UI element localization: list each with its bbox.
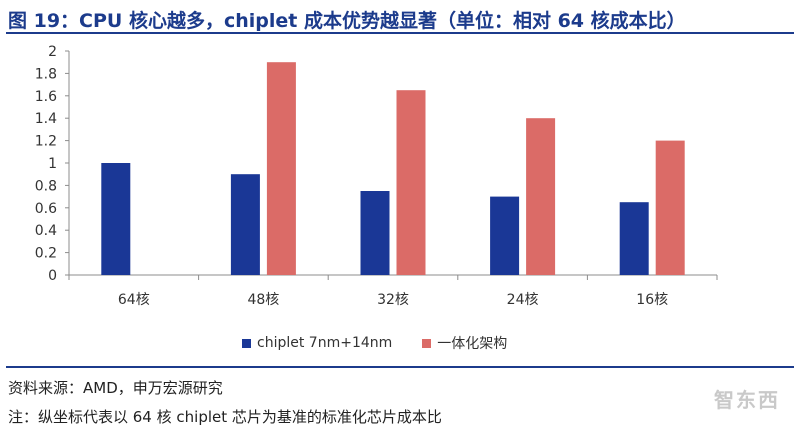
y-tick-label: 1.8 (35, 66, 57, 82)
x-tick-labels: 64核 48核 32核 24核 16核 (118, 292, 668, 308)
bar-chiplet (619, 202, 649, 275)
y-tick-label: 1.4 (35, 111, 57, 127)
bar-monolithic (655, 140, 685, 275)
watermark-logo: 智东西 (714, 388, 780, 412)
y-tick-label: 1.2 (35, 134, 57, 150)
bar-chiplet (230, 174, 260, 275)
chart-title: 图 19：CPU 核心越多，chiplet 成本优势越显著（单位：相对 64 核… (8, 10, 686, 32)
y-tick-label: 2 (48, 44, 57, 60)
bar-chiplet (490, 196, 520, 275)
x-tick-label: 24核 (507, 292, 539, 308)
x-tick-label: 48核 (247, 292, 279, 308)
bar-monolithic (396, 90, 426, 275)
legend-item-monolithic: 一体化架构 (422, 333, 507, 353)
bar-monolithic (526, 118, 556, 275)
legend-label-monolithic: 一体化架构 (437, 336, 508, 352)
x-axis (68, 274, 718, 280)
bar-chiplet (101, 163, 131, 275)
note-text: 注：纵坐标代表以 64 核 chiplet 芯片为基准的标准化芯片成本比 (8, 408, 442, 426)
bars (101, 62, 685, 276)
legend-swatch-monolithic (422, 338, 432, 348)
legend-label-chiplet: chiplet 7nm+14nm (257, 335, 393, 351)
x-tick-label: 64核 (118, 292, 150, 308)
source-text: 资料来源：AMD，申万宏源研究 (8, 379, 223, 397)
title-divider (6, 32, 794, 34)
y-tick-label: 0.6 (35, 201, 57, 217)
legend-swatch-chiplet (242, 338, 251, 348)
bar-chiplet (360, 191, 390, 275)
legend: chiplet 7nm+14nm 一体化架构 (242, 333, 537, 353)
y-tick-label: 0.8 (35, 178, 57, 194)
legend-item-chiplet: chiplet 7nm+14nm (242, 335, 392, 351)
x-tick-label: 16核 (636, 292, 668, 308)
y-tick-label: 0.2 (35, 246, 57, 262)
y-axis: 0 0.2 0.4 0.6 0.8 1 1.2 1.4 1.6 1.8 2 (35, 44, 70, 284)
y-tick-label: 0 (48, 268, 57, 284)
y-tick-label: 1 (48, 156, 57, 172)
x-tick-label: 32核 (377, 292, 409, 308)
bar-monolithic (266, 62, 296, 276)
y-tick-label: 0.4 (35, 223, 57, 239)
footer-divider (6, 366, 794, 368)
y-tick-label: 1.6 (35, 89, 57, 105)
